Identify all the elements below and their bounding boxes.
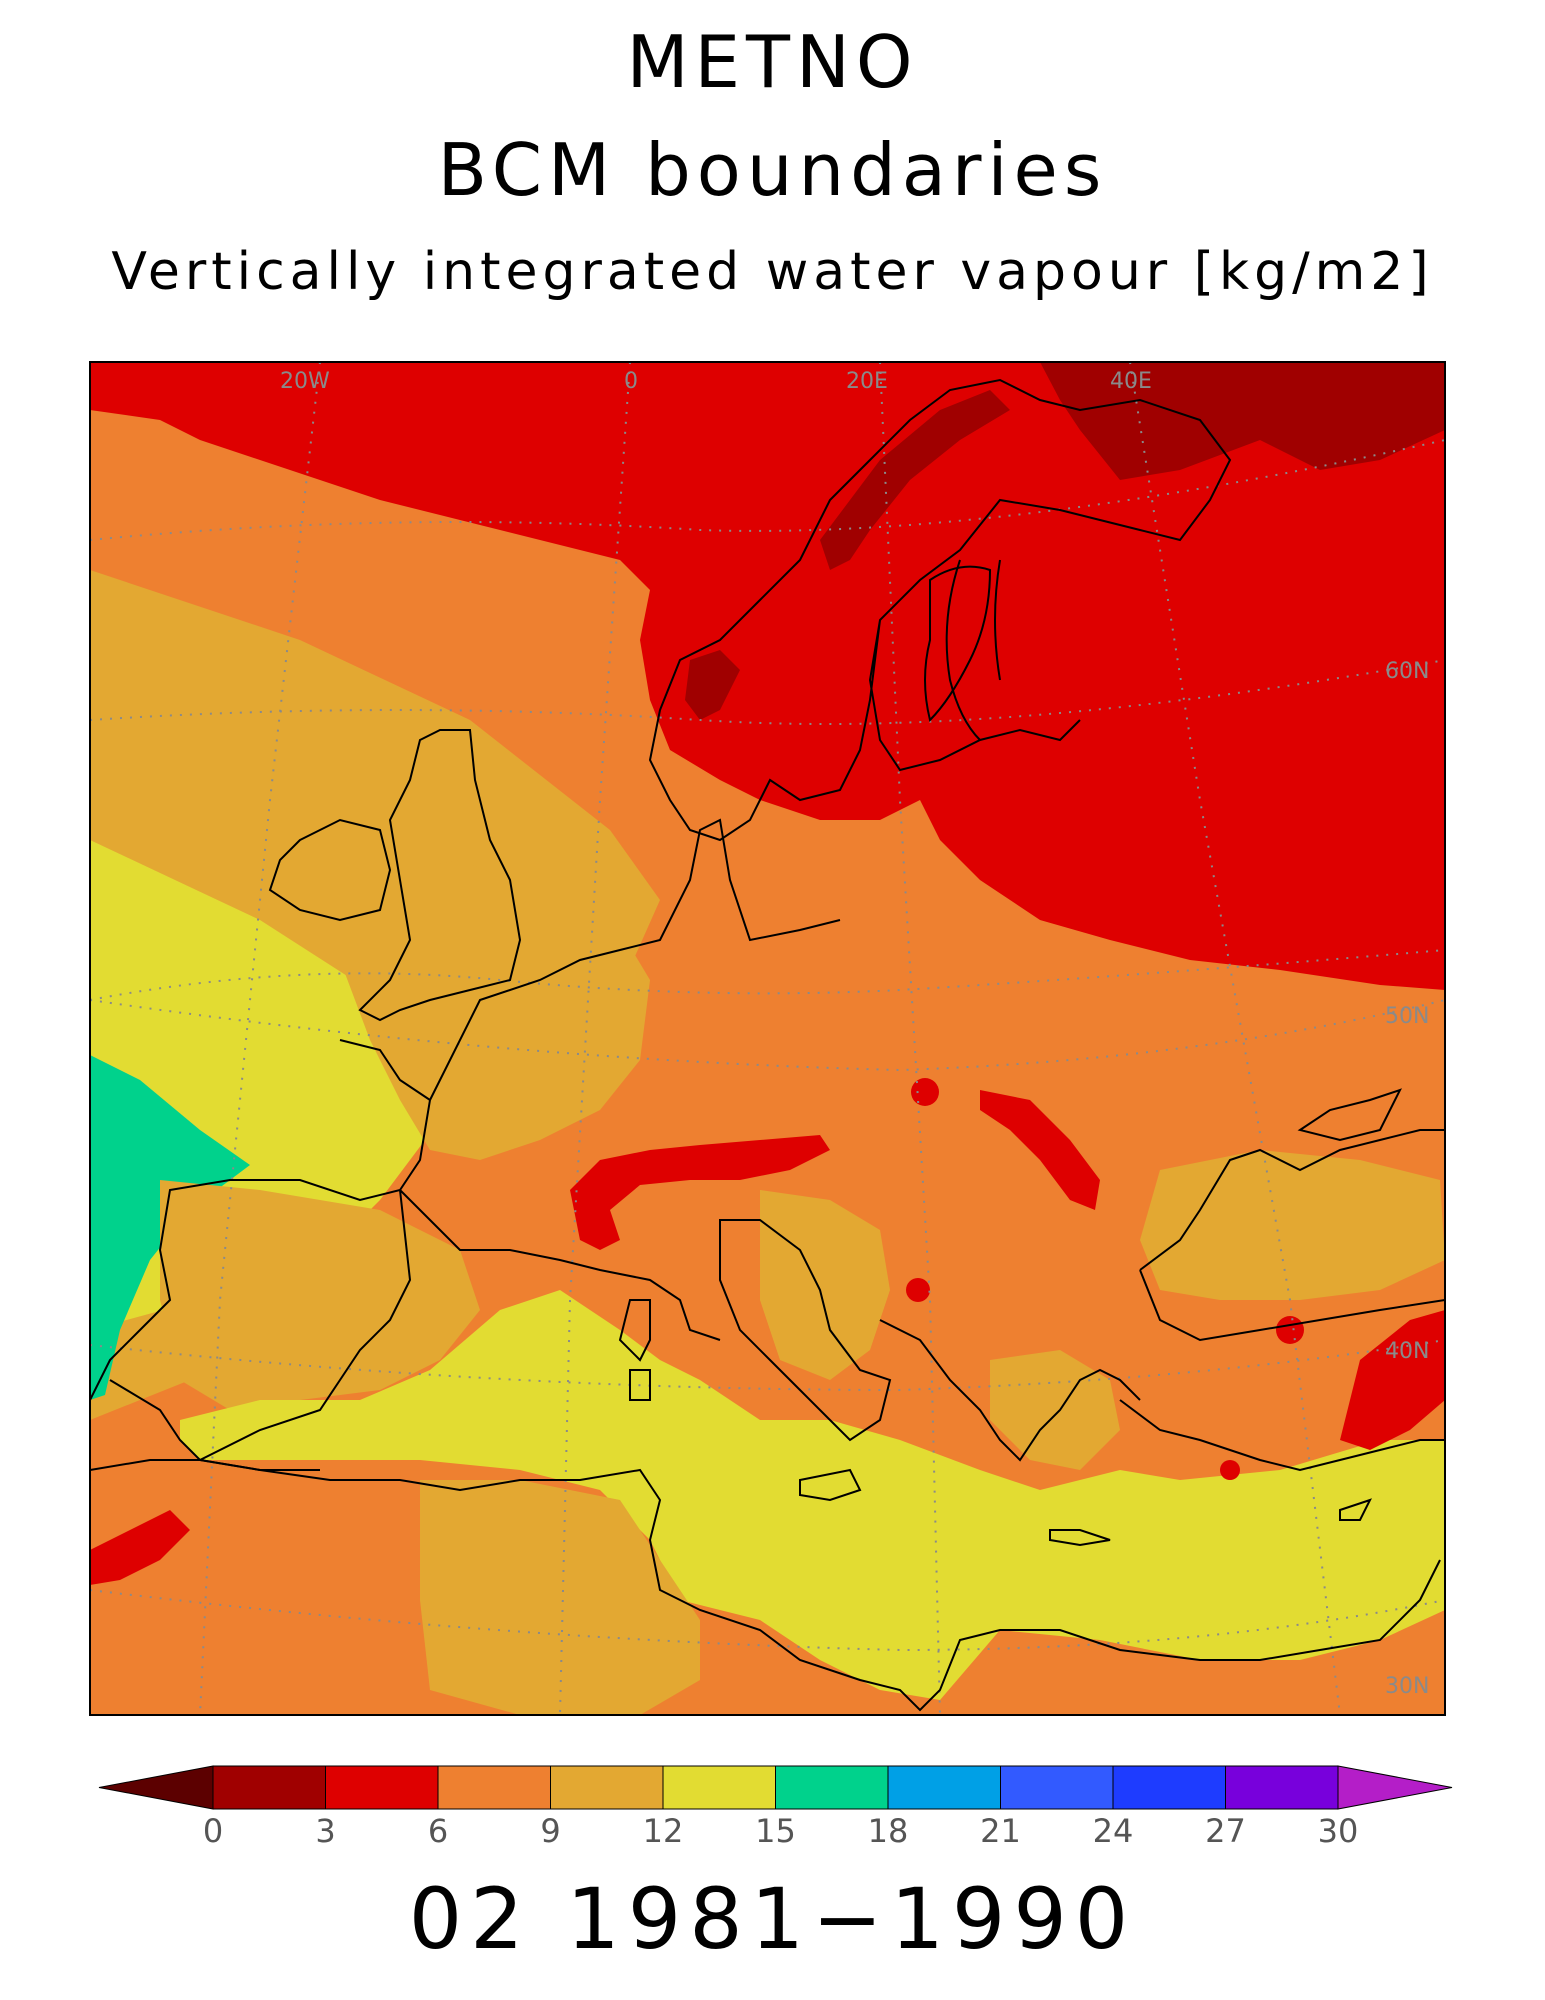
map-field: [90, 362, 1445, 1715]
field-nafrica-mid: [420, 1480, 700, 1715]
field-iberia-mid: [160, 1180, 480, 1410]
graticule: [90, 362, 1445, 1715]
colorbar-tick-label: 9: [540, 1812, 561, 1850]
coastline-turkey-south: [1119, 1399, 1445, 1472]
lat-label-30n: 30N: [1385, 1674, 1429, 1699]
coastline-scandinavia: [648, 378, 1232, 842]
title-line-1: METNO: [626, 20, 919, 104]
period-label: 02 1981−1990: [408, 1870, 1137, 1968]
field-turkey-high: [1340, 1310, 1445, 1450]
field-hotspot-2: [906, 1278, 930, 1302]
graticule-lon-40e: [1129, 362, 1341, 1715]
lon-label-0: 0: [624, 369, 638, 394]
colorbar-cell: [662, 1765, 776, 1810]
colorbar-cell: [887, 1765, 1001, 1810]
colorbar-cell: [325, 1765, 439, 1810]
coastline-crete: [1049, 1529, 1111, 1547]
colorbar-tick-label: 0: [202, 1812, 224, 1850]
field-atlas-high: [90, 1510, 190, 1585]
field-north-peak-3: [685, 650, 740, 720]
graticule-lat-50n: [90, 999, 1445, 1072]
field-hotspot-3: [1276, 1316, 1304, 1344]
lat-label-40n: 40N: [1385, 1339, 1429, 1364]
colorbar-tick-label: 27: [1205, 1812, 1246, 1850]
coastline-italy: [719, 1219, 892, 1442]
colorbar-cell: [550, 1765, 664, 1810]
graticule-lat-60n: [90, 659, 1445, 1001]
field-north-peak-2: [820, 390, 1010, 570]
lon-label-20e: 20E: [846, 369, 888, 394]
coastline-gulf-of-bothnia: [924, 565, 992, 722]
lat-label-60n: 60N: [1385, 659, 1429, 684]
colorbar-cell: [1225, 1765, 1339, 1810]
colorbar-cell: [1112, 1765, 1226, 1810]
field-hotspot-4: [1220, 1460, 1240, 1480]
title-line-2: BCM boundaries: [437, 128, 1108, 212]
colorbar-arrow-low: [98, 1765, 214, 1810]
graticule-lat-70n: [90, 439, 1445, 541]
colorbar-tick-label: 21: [980, 1812, 1021, 1850]
colorbar-cell: [775, 1765, 889, 1810]
graticule-lat-40n: [90, 1339, 1445, 1392]
colorbar-cell: [437, 1765, 551, 1810]
coastline-sardinia: [618, 1299, 651, 1362]
colorbar-tick-label: 12: [642, 1812, 684, 1850]
coastlines: [90, 378, 1445, 1712]
graticule-labels: 20W 0 20E 40E 60N 50N 40N 30N: [280, 369, 1429, 1699]
field-balkan-mid: [760, 1190, 890, 1380]
colorbar-tick-label: 30: [1317, 1812, 1359, 1850]
colorbar-cell: [1000, 1765, 1114, 1810]
coastline-corsica: [629, 1369, 651, 1401]
colorbar: [98, 1765, 1453, 1810]
coastline-continent-west: [90, 818, 841, 1471]
coastline-ireland: [268, 818, 392, 922]
field-hotspot-1: [911, 1078, 939, 1106]
field-alps-high: [570, 1135, 830, 1250]
graticule-lon-20w: [199, 362, 321, 1715]
field-carpathians-high: [980, 1090, 1100, 1210]
field-north-high: [90, 362, 1445, 990]
coastline-sicily: [799, 1468, 862, 1502]
field-north-peak-1: [1040, 362, 1445, 480]
lat-label-50n: 50N: [1385, 1004, 1429, 1029]
coastline-north-africa: [90, 1459, 1441, 1712]
coastline-great-britain: [358, 729, 522, 1022]
colorbar-tick-label: 18: [867, 1812, 909, 1850]
field-central-europe-mid: [340, 860, 650, 1160]
colorbar-tick-label: 24: [1092, 1812, 1134, 1850]
title-line-3: Vertically integrated water vapour [kg/m…: [111, 242, 1434, 302]
coastline-west-med: [180, 1189, 721, 1461]
coastline-black-sea: [1139, 1129, 1445, 1342]
colorbar-cell: [212, 1765, 326, 1810]
coastline-baltic-sea: [945, 559, 1001, 741]
coastline-balkans: [879, 1319, 1141, 1462]
colorbar-tick-label: 6: [427, 1812, 449, 1850]
colorbar-arrow-high: [1337, 1765, 1453, 1810]
map-frame: [89, 361, 1446, 1716]
coastline-cyprus: [1339, 1498, 1372, 1521]
coastline-azov: [1297, 1088, 1402, 1142]
colorbar-tick-label: 3: [315, 1812, 336, 1850]
colorbar-tick-label: 15: [755, 1812, 796, 1850]
field-black-sea-mid: [1140, 1150, 1445, 1300]
graticule-lat-30n: [90, 1589, 1445, 1652]
field-west-med-low: [180, 1290, 1445, 1700]
lon-label-20w: 20W: [280, 369, 330, 394]
lon-label-40e: 40E: [1110, 369, 1152, 394]
field-aegean-mid: [990, 1350, 1120, 1470]
